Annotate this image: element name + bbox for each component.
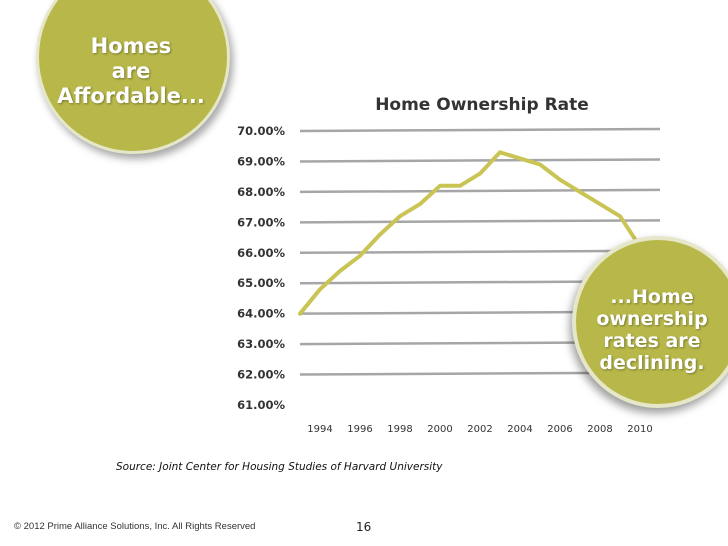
affordable-callout-line: Affordable...: [57, 84, 205, 108]
data-point: [359, 255, 361, 257]
data-point: [379, 234, 381, 236]
gridline: [299, 127, 661, 133]
data-point: [539, 163, 541, 165]
data-point: [579, 191, 581, 193]
data-point: [419, 203, 421, 205]
y-tick-label: 70.00%: [237, 124, 285, 138]
data-point: [299, 313, 301, 315]
declining-callout-line: declining.: [599, 352, 705, 374]
x-tick-label: 1996: [347, 424, 372, 435]
data-point: [559, 179, 561, 181]
x-tick-label: 2008: [587, 424, 612, 435]
data-point: [459, 185, 461, 187]
declining-callout-circle: [572, 236, 728, 408]
affordable-callout-line: Homes: [90, 34, 172, 58]
declining-callout-text: ...Home ownership rates are declining.: [582, 286, 722, 374]
x-tick-label: 2010: [627, 424, 652, 435]
y-tick-label: 65.00%: [237, 276, 285, 290]
data-point: [439, 185, 441, 187]
x-tick-label: 1994: [307, 424, 332, 435]
gridline: [299, 219, 661, 224]
series-line: [298, 150, 642, 316]
y-tick-label: 64.00%: [237, 307, 285, 321]
gridline: [299, 188, 661, 194]
affordable-callout-text: Homes are Affordable...: [46, 34, 216, 109]
y-tick-label: 68.00%: [237, 185, 285, 199]
y-tick-label: 61.00%: [237, 398, 285, 412]
x-tick-label: 1998: [387, 424, 412, 435]
x-tick-label: 2000: [427, 424, 452, 435]
data-point: [319, 288, 321, 290]
y-tick-label: 63.00%: [237, 337, 285, 351]
affordable-callout-circle: [36, 0, 230, 154]
data-point: [339, 270, 341, 272]
copyright-notice: © 2012 Prime Alliance Solutions, Inc. Al…: [14, 521, 256, 532]
x-tick-label: 2004: [507, 424, 532, 435]
gridline: [299, 158, 661, 163]
data-point: [499, 151, 501, 153]
data-point: [599, 203, 601, 205]
data-point: [519, 157, 521, 159]
data-point: [399, 215, 401, 217]
affordable-callout-line: are: [111, 59, 151, 83]
y-tick-label: 62.00%: [237, 368, 285, 382]
source-citation: Source: Joint Center for Housing Studies…: [116, 461, 443, 473]
chart-title: Home Ownership Rate: [375, 95, 589, 115]
gridline: [299, 249, 661, 255]
declining-callout-line: ...Home: [610, 286, 694, 308]
x-tick-label: 2006: [547, 424, 572, 435]
y-tick-label: 67.00%: [237, 215, 285, 229]
x-tick-label: 2002: [467, 424, 492, 435]
data-point: [619, 215, 621, 217]
y-tick-label: 69.00%: [237, 154, 285, 168]
y-tick-label: 66.00%: [237, 246, 285, 260]
page-number: 16: [356, 520, 372, 534]
declining-callout-line: ownership: [596, 308, 708, 330]
data-point: [479, 173, 481, 175]
declining-callout-line: rates are: [603, 330, 701, 352]
